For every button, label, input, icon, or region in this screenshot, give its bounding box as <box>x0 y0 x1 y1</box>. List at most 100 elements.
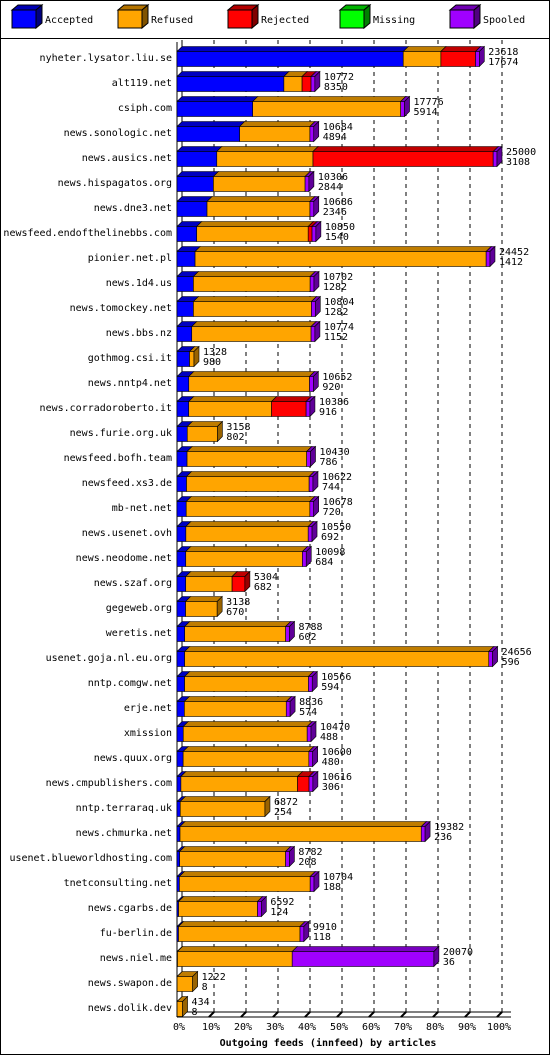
accepted-label: 236 <box>434 832 452 843</box>
total-label: 10652 <box>322 372 352 383</box>
bar <box>176 176 214 192</box>
y-tick-label: news.niel.me <box>100 953 172 964</box>
bar <box>176 601 186 617</box>
y-tick-label: newsfeed.xs3.de <box>82 478 172 489</box>
bar-top <box>402 46 447 52</box>
accepted-label: 8 <box>202 982 208 993</box>
legend-label: Rejected <box>261 15 309 26</box>
total-label: 10772 <box>324 72 354 83</box>
y-tick-label: news.hispagatos.org <box>58 178 172 189</box>
bar-top <box>184 596 223 602</box>
bar <box>231 576 246 592</box>
total-label: 17776 <box>414 97 444 108</box>
legend-swatch <box>117 9 143 29</box>
x-tick-label: 60% <box>362 1022 380 1033</box>
bar <box>185 526 309 542</box>
y-tick-label: news.usenet.ovh <box>82 528 172 539</box>
x-tick <box>304 1011 311 1018</box>
bar-side <box>305 545 312 568</box>
bar-top <box>176 121 246 127</box>
bar-top <box>312 146 499 152</box>
accepted-label: 596 <box>502 657 520 668</box>
accepted-label: 208 <box>298 857 316 868</box>
total-label: 24656 <box>502 647 532 658</box>
y-tick-label: news.cmpublishers.com <box>46 778 172 789</box>
bar <box>176 526 187 542</box>
bar <box>176 401 190 417</box>
y-tick-label: news.sonologic.net <box>64 128 172 139</box>
total-label: 5304 <box>254 572 278 583</box>
bar <box>283 76 303 92</box>
bar <box>488 651 493 667</box>
bar <box>178 901 258 917</box>
accepted-label: 17674 <box>488 57 518 68</box>
x-tick-label: 80% <box>426 1022 444 1033</box>
bar-top <box>251 96 407 102</box>
bar <box>309 501 314 517</box>
bar <box>308 776 314 792</box>
bar <box>309 126 315 142</box>
x-tick-label: 90% <box>458 1022 476 1033</box>
bar-side <box>479 45 485 68</box>
bar <box>420 826 426 842</box>
accepted-label: 594 <box>321 682 339 693</box>
bar <box>180 776 298 792</box>
bar <box>291 951 435 967</box>
bar <box>179 876 311 892</box>
total-label: 1222 <box>202 972 226 983</box>
bar <box>186 451 307 467</box>
accepted-label: 744 <box>322 482 340 493</box>
bar-top <box>192 296 318 302</box>
y-tick-label: gothmog.csi.it <box>88 353 172 364</box>
bar-top <box>185 471 315 477</box>
accepted-label: 920 <box>322 382 340 393</box>
bar <box>177 951 293 967</box>
accepted-label: 188 <box>323 882 341 893</box>
total-label: 10616 <box>322 772 352 783</box>
legend-swatch <box>449 9 475 29</box>
bar-top <box>270 396 312 402</box>
y-tick-label: csiph.com <box>118 103 172 114</box>
bar <box>176 126 240 142</box>
y-tick-label: news.swapon.de <box>88 978 172 989</box>
bar <box>304 176 310 192</box>
bar <box>184 626 286 642</box>
total-label: 3138 <box>226 597 250 608</box>
y-tick-label: pionier.net.pl <box>88 253 172 264</box>
total-label: 10470 <box>320 722 350 733</box>
bar-top <box>440 46 482 52</box>
bar <box>206 201 311 217</box>
bar <box>400 101 405 117</box>
bar-top <box>188 396 278 402</box>
accepted-label: 802 <box>226 432 244 443</box>
bar <box>176 776 182 792</box>
bar-top <box>185 521 314 527</box>
bar-top <box>176 146 223 152</box>
x-tick <box>208 1011 215 1018</box>
total-label: 10600 <box>322 747 352 758</box>
bar <box>188 376 310 392</box>
accepted-label: 602 <box>298 632 316 643</box>
bar-side <box>310 720 317 743</box>
bar-top <box>238 121 316 127</box>
bar <box>285 701 291 717</box>
bar-top <box>183 696 292 702</box>
accepted-label: 8 <box>192 1007 198 1018</box>
total-label: 9910 <box>313 922 337 933</box>
accepted-label: 8350 <box>324 82 348 93</box>
x-tick <box>464 1011 471 1018</box>
bar-top <box>177 921 306 927</box>
x-tick <box>368 1011 375 1018</box>
bar <box>176 676 185 692</box>
y-tick-label: news.neodome.net <box>76 553 172 564</box>
bar-side <box>217 420 223 443</box>
bar-side <box>303 920 310 943</box>
bar <box>193 276 311 292</box>
bar <box>239 126 311 142</box>
x-tick <box>336 1011 343 1018</box>
bar-side <box>314 320 321 343</box>
bar-side <box>308 170 315 193</box>
x-tick-label: 30% <box>266 1022 284 1033</box>
x-axis-title: Outgoing feeds (innfeed) by articles <box>220 1037 437 1049</box>
